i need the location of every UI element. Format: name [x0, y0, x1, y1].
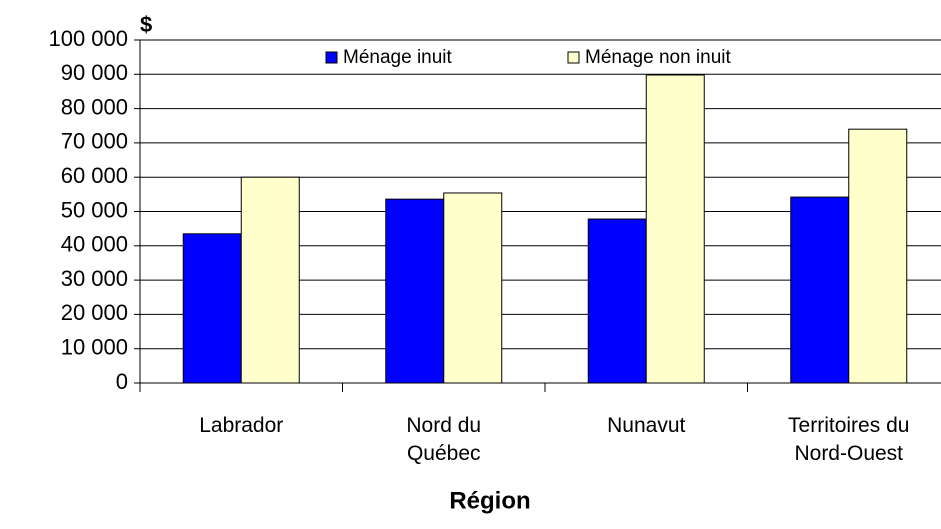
y-tick-label: 30 000	[61, 266, 128, 291]
bar	[182, 233, 242, 384]
x-tick-label: Nunavut	[607, 414, 686, 437]
y-tick-label: 50 000	[61, 197, 128, 222]
bar	[645, 74, 705, 384]
bar	[848, 128, 908, 384]
y-tick-label: 60 000	[61, 163, 128, 188]
y-tick-label: 20 000	[61, 300, 128, 325]
bar	[587, 218, 647, 384]
y-tick-label: 40 000	[61, 232, 128, 257]
legend-swatch	[325, 51, 338, 64]
bar	[790, 196, 850, 384]
y-tick-label: 10 000	[61, 335, 128, 360]
y-tick-label: 80 000	[61, 94, 128, 119]
legend-label: Ménage inuit	[343, 47, 453, 68]
x-tick-label: Nord du Québec	[406, 414, 482, 465]
y-tick-label: 70 000	[61, 129, 128, 154]
legend-swatch	[567, 51, 580, 64]
x-tick-label: Labrador	[199, 414, 284, 437]
legend-label: Ménage non inuit	[585, 47, 731, 68]
bar	[385, 198, 445, 384]
x-axis-label: Région	[449, 487, 530, 514]
y-tick-label: 100 000	[48, 26, 128, 51]
y-tick-label: 0	[116, 369, 128, 394]
bar	[443, 192, 503, 384]
y-axis-label: $	[140, 12, 152, 37]
x-tick-label: Territoires du Nord-Ouest	[788, 414, 910, 465]
y-tick-label: 90 000	[61, 60, 128, 85]
bar	[240, 176, 300, 384]
